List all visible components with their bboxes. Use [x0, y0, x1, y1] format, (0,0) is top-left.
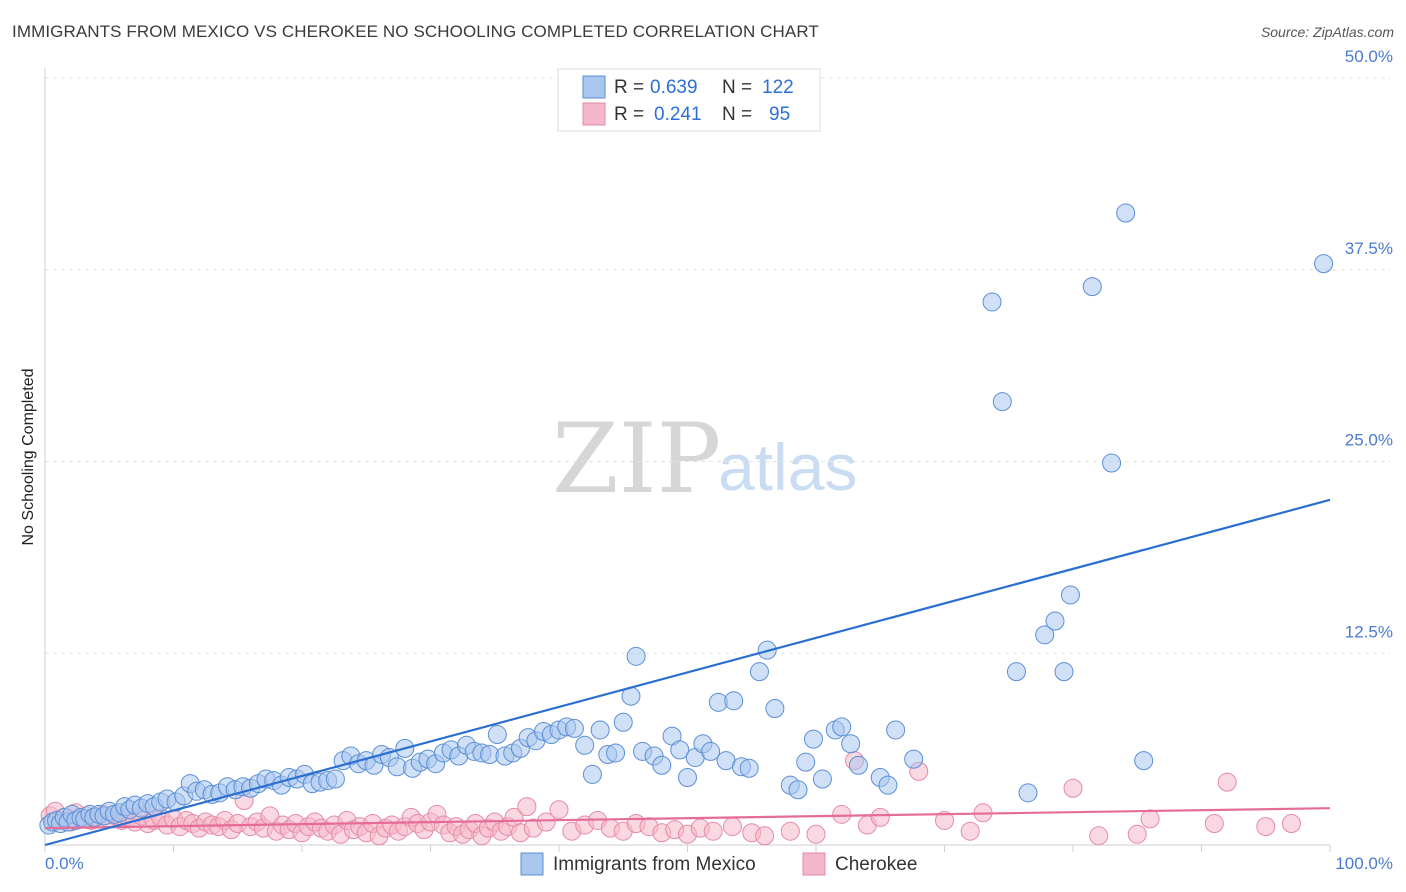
mexico-point-107	[812, 769, 832, 789]
trend-lines	[44, 498, 1331, 847]
gridlines	[45, 77, 1390, 654]
legend-swatch-cherokee	[582, 102, 606, 126]
mexico-point-88	[652, 755, 672, 775]
cherokee-point-105	[1063, 778, 1083, 798]
legend-n-label-cherokee: N =	[722, 104, 752, 125]
mexico-point-80	[590, 720, 610, 740]
cherokee-point-102	[935, 810, 954, 830]
bottom-legend-label-cherokee: Cherokee	[835, 854, 917, 875]
mexico-point-122	[1054, 662, 1074, 682]
y-axis-title: No Schooling Completed	[20, 369, 37, 546]
mexico-point-120	[1035, 625, 1055, 645]
mexico-point-99	[739, 758, 759, 778]
mexico-point-128	[1314, 254, 1334, 274]
cherokee-point-106	[1089, 826, 1109, 846]
chart-title: IMMIGRANTS FROM MEXICO VS CHEROKEE NO SC…	[12, 22, 819, 41]
cherokee-point-108	[1140, 809, 1160, 829]
legend-n-value-cherokee: 95	[769, 104, 790, 125]
cherokee-point-97	[832, 804, 852, 824]
y-tick-label-1: 25.0%	[1345, 431, 1393, 450]
cherokee-point-96	[806, 824, 826, 844]
mexico-point-97	[724, 691, 744, 711]
cherokee-point-107	[1127, 824, 1147, 844]
axes	[44, 68, 1331, 852]
mexico-point-113	[878, 775, 898, 795]
cherokee-point-79	[549, 800, 569, 820]
x-tick-label-1: 100.0%	[1335, 854, 1393, 873]
legend-r-label-mexico: R =	[614, 77, 644, 98]
series-legend: Immigrants from Mexico Cherokee	[520, 852, 917, 876]
cherokee-point-94	[755, 826, 775, 846]
cherokee-point-112	[1281, 814, 1301, 834]
bottom-legend-swatch-cherokee	[802, 852, 826, 876]
mexico-point-102	[765, 698, 785, 718]
cherokee-point-92	[722, 817, 742, 837]
mexico-point-83	[613, 712, 633, 732]
mexico-point-82	[606, 743, 626, 763]
watermark-zip: ZIP	[552, 403, 721, 515]
mexico-point-127	[1134, 751, 1154, 771]
legend-r-value-cherokee: 0.241	[654, 104, 702, 125]
y-tick-label-3: 50.0%	[1345, 47, 1393, 66]
mexico-point-109	[832, 717, 852, 737]
mexico-point-114	[886, 720, 906, 740]
source-credit: Source: ZipAtlas.com	[1260, 24, 1394, 40]
mexico-point-85	[626, 646, 646, 666]
mexico-point-118	[1006, 662, 1026, 682]
mexico-point-121	[1045, 611, 1065, 631]
mexico-point-123	[1060, 585, 1080, 605]
mexico-point-91	[678, 768, 697, 788]
mexico-point-125	[1102, 453, 1122, 473]
cherokee-point-110	[1217, 772, 1237, 792]
legend-swatch-mexico	[582, 75, 606, 99]
cherokee-point-103	[960, 821, 980, 841]
mexico-point-106	[803, 729, 823, 749]
correlation-legend: R = 0.639 N = 122 R = 0.241 N = 95	[557, 68, 821, 132]
mexico-point-116	[982, 292, 1002, 312]
watermark: ZIP atlas	[552, 403, 857, 515]
mexico-point-110	[841, 734, 861, 754]
bottom-legend-swatch-mexico	[520, 852, 544, 876]
legend-n-value-mexico: 122	[762, 77, 794, 98]
x-tick-label-0: 0.0%	[45, 854, 84, 873]
legend-r-value-mexico: 0.639	[650, 77, 698, 98]
mexico-point-111	[848, 755, 868, 775]
legend-n-label-mexico: N =	[722, 77, 752, 98]
legend-r-label-cherokee: R =	[614, 104, 644, 125]
cherokee-point-100	[870, 807, 890, 827]
y-tick-labels: 12.5% 25.0% 37.5% 50.0%	[1345, 47, 1393, 641]
mexico-point-115	[904, 749, 924, 769]
mexico-point-79	[582, 764, 602, 784]
watermark-atlas: atlas	[718, 430, 857, 504]
cherokee-point-78	[536, 812, 556, 832]
mexico-trend-line	[44, 498, 1331, 847]
y-tick-label-2: 37.5%	[1345, 239, 1393, 258]
cherokee-point-76	[517, 797, 537, 817]
cherokee-point-109	[1204, 814, 1224, 834]
mexico-point-124	[1082, 277, 1102, 297]
cherokee-point-111	[1256, 817, 1276, 837]
mexico-point-117	[992, 392, 1012, 412]
mexico-point-46	[325, 769, 345, 789]
mexico-point-67	[487, 725, 507, 745]
x-tick-labels: 0.0% 100.0%	[45, 854, 1393, 873]
mexico-points	[39, 203, 1334, 835]
mexico-point-104	[788, 780, 808, 800]
mexico-point-119	[1018, 783, 1038, 803]
y-tick-label-0: 12.5%	[1345, 622, 1393, 641]
cherokee-point-91	[703, 821, 723, 841]
mexico-point-77	[564, 718, 584, 738]
cherokee-point-95	[780, 821, 800, 841]
mexico-point-126	[1116, 203, 1136, 223]
mexico-point-94	[701, 741, 721, 761]
mexico-point-100	[749, 662, 769, 682]
bottom-legend-label-mexico: Immigrants from Mexico	[553, 854, 756, 875]
cherokee-trend-line	[44, 807, 1331, 830]
mexico-point-78	[575, 735, 595, 755]
mexico-point-105	[796, 752, 816, 772]
mexico-point-90	[670, 740, 690, 760]
